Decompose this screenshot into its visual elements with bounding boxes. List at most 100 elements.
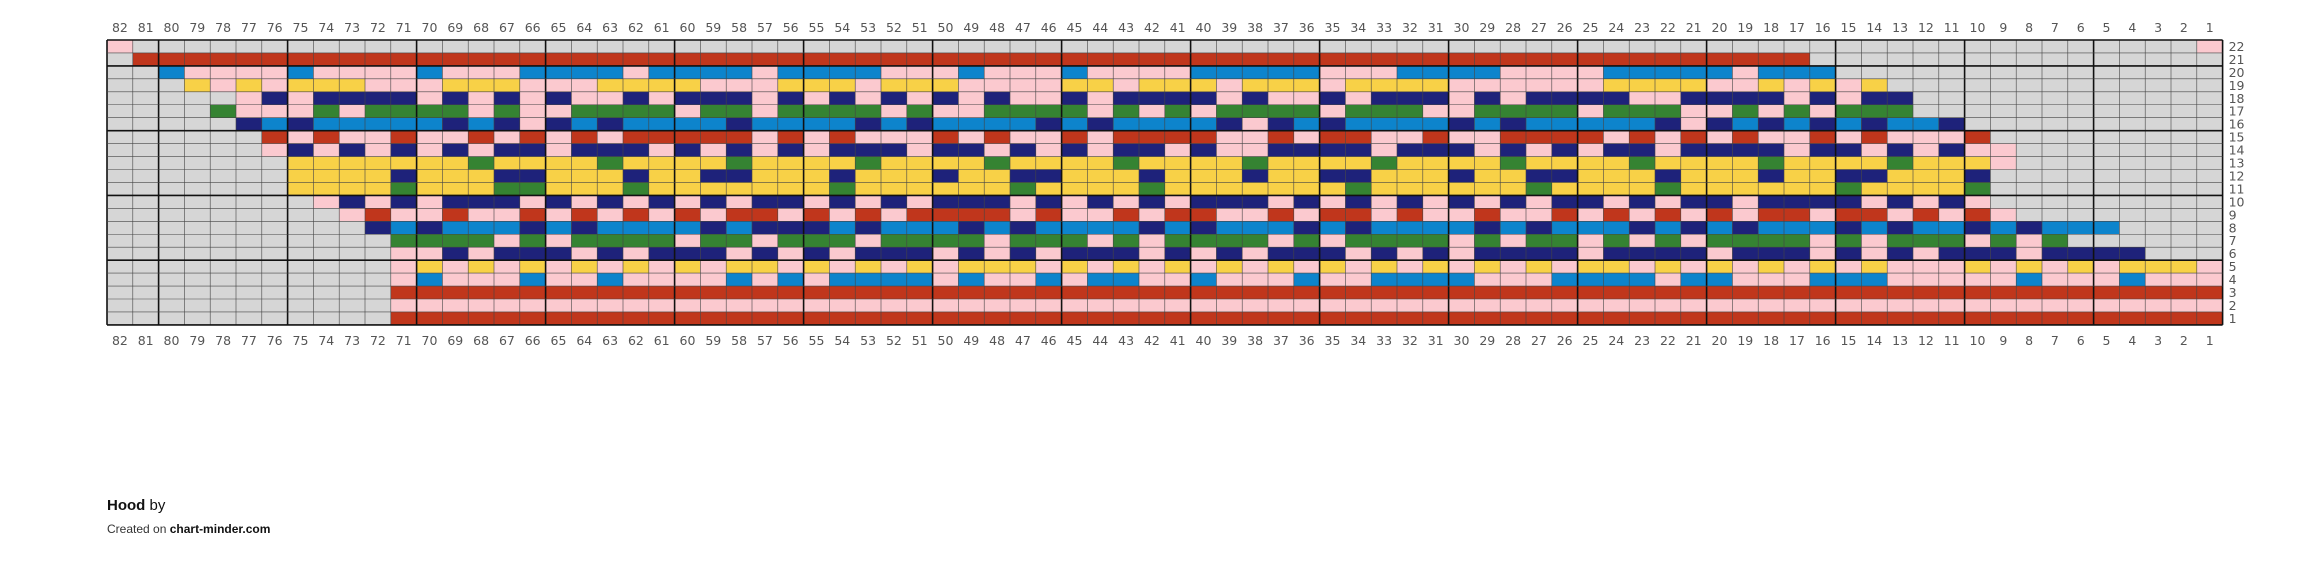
stitch-cell-r11-c48 [984, 182, 1010, 196]
stitch-cell-r17-c16 [1809, 104, 1836, 118]
stitch-cell-r2-c30 [1448, 299, 1475, 312]
stitch-cell-r7-c60 [674, 234, 701, 248]
stitch-cell-r11-c26 [1551, 182, 1578, 196]
stitch-cell-r9-c28 [1500, 208, 1526, 222]
stitch-cell-r9-c73 [339, 208, 365, 222]
stitch-cell-r2-c80 [158, 299, 185, 312]
stitch-cell-r19-c23 [1629, 78, 1655, 92]
stitch-cell-r13-c16 [1809, 156, 1836, 170]
stitch-cell-r4-c31 [1422, 273, 1449, 287]
stitch-cell-r20-c58 [726, 65, 752, 79]
stitch-cell-r15-c23 [1629, 130, 1655, 144]
stitch-cell-r11-c34 [1345, 182, 1372, 196]
stitch-cell-r9-c49 [958, 208, 985, 222]
stitch-cell-r7-c29 [1474, 234, 1501, 248]
stitch-cell-r21-c19 [1732, 52, 1759, 66]
stitch-cell-r10-c56 [777, 195, 804, 209]
column-number-bottom: 56 [783, 333, 799, 348]
stitch-cell-r5-c37 [1268, 260, 1294, 274]
stitch-cell-r5-c40 [1190, 260, 1217, 274]
column-number-bottom: 42 [1144, 333, 1160, 348]
stitch-cell-r6-c73 [339, 247, 365, 261]
stitch-cell-r1-c20 [1706, 311, 1733, 325]
stitch-cell-r19-c78 [210, 78, 236, 92]
stitch-cell-r9-c56 [777, 208, 804, 222]
stitch-cell-r3-c43 [1113, 286, 1139, 299]
stitch-cell-r10-c20 [1706, 195, 1733, 209]
stitch-cell-r2-c68 [468, 299, 494, 312]
stitch-cell-r8-c20 [1706, 221, 1733, 235]
stitch-cell-r9-c53 [855, 208, 881, 222]
stitch-cell-r16-c81 [132, 117, 159, 131]
stitch-cell-r7-c36 [1293, 234, 1320, 248]
row-number: 18 [2229, 91, 2245, 106]
stitch-cell-r22-c26 [1551, 40, 1578, 53]
stitch-cell-r14-c12 [1913, 143, 1939, 157]
stitch-cell-r22-c59 [700, 40, 727, 53]
stitch-cell-r18-c78 [210, 91, 236, 105]
stitch-cell-r10-c29 [1474, 195, 1501, 209]
stitch-cell-r22-c82 [107, 40, 133, 53]
stitch-cell-r10-c64 [571, 195, 598, 209]
stitch-cell-r3-c9 [1990, 286, 2017, 299]
stitch-cell-r12-c23 [1629, 169, 1655, 183]
stitch-cell-r17-c64 [571, 104, 598, 118]
stitch-cell-r2-c73 [339, 299, 365, 312]
stitch-cell-r20-c9 [1990, 65, 2017, 79]
site-link[interactable]: chart-minder.com [169, 522, 271, 536]
stitch-cell-r12-c10 [1964, 169, 1991, 183]
column-number-bottom: 59 [705, 333, 721, 348]
stitch-cell-r20-c43 [1113, 65, 1139, 79]
stitch-cell-r2-c57 [752, 299, 778, 312]
stitch-cell-r7-c23 [1629, 234, 1655, 248]
stitch-cell-r11-c80 [158, 182, 185, 196]
stitch-cell-r10-c12 [1913, 195, 1939, 209]
stitch-cell-r22-c57 [752, 40, 778, 53]
column-number-top: 73 [344, 20, 360, 35]
stitch-cell-r9-c81 [132, 208, 159, 222]
stitch-cell-r15-c49 [958, 130, 985, 144]
stitch-cell-r3-c10 [1964, 286, 1991, 299]
stitch-cell-r9-c67 [494, 208, 520, 222]
stitch-cell-r20-c54 [829, 65, 856, 79]
created-on-credit: Created on chart-minder.com [107, 522, 270, 536]
stitch-cell-r3-c68 [468, 286, 494, 299]
column-number-top: 41 [1170, 20, 1186, 35]
stitch-cell-r17-c12 [1913, 104, 1939, 118]
stitch-cell-r8-c6 [2067, 221, 2094, 235]
stitch-cell-r10-c79 [184, 195, 211, 209]
stitch-cell-r22-c41 [1164, 40, 1191, 53]
stitch-cell-r13-c80 [158, 156, 185, 170]
stitch-cell-r3-c13 [1887, 286, 1913, 299]
stitch-cell-r17-c48 [984, 104, 1010, 118]
stitch-cell-r9-c33 [1371, 208, 1397, 222]
stitch-cell-r21-c61 [648, 52, 675, 66]
stitch-cell-r2-c55 [803, 299, 830, 312]
column-number-bottom: 26 [1557, 333, 1573, 348]
stitch-cell-r8-c16 [1809, 221, 1836, 235]
stitch-cell-r16-c32 [1397, 117, 1423, 131]
stitch-cell-r17-c27 [1526, 104, 1552, 118]
stitch-cell-r14-c16 [1809, 143, 1836, 157]
stitch-cell-r10-c81 [132, 195, 159, 209]
stitch-cell-r11-c66 [519, 182, 546, 196]
stitch-cell-r19-c72 [365, 78, 391, 92]
stitch-cell-r15-c8 [2016, 130, 2042, 144]
stitch-cell-r12-c72 [365, 169, 391, 183]
stitch-cell-r2-c50 [932, 299, 959, 312]
stitch-cell-r3-c4 [2119, 286, 2146, 299]
stitch-cell-r19-c80 [158, 78, 185, 92]
stitch-cell-r8-c52 [881, 221, 907, 235]
column-number-top: 58 [731, 20, 747, 35]
row-number: 1 [2229, 311, 2237, 326]
stitch-cell-r6-c74 [313, 247, 340, 261]
stitch-cell-r13-c68 [468, 156, 494, 170]
stitch-cell-r9-c63 [597, 208, 623, 222]
stitch-cell-r4-c55 [803, 273, 830, 287]
stitch-cell-r2-c19 [1732, 299, 1759, 312]
stitch-cell-r21-c70 [416, 52, 443, 66]
stitch-cell-r7-c45 [1061, 234, 1088, 248]
stitch-cell-r4-c15 [1835, 273, 1862, 287]
stitch-cell-r19-c17 [1784, 78, 1810, 92]
stitch-cell-r21-c16 [1809, 52, 1836, 66]
